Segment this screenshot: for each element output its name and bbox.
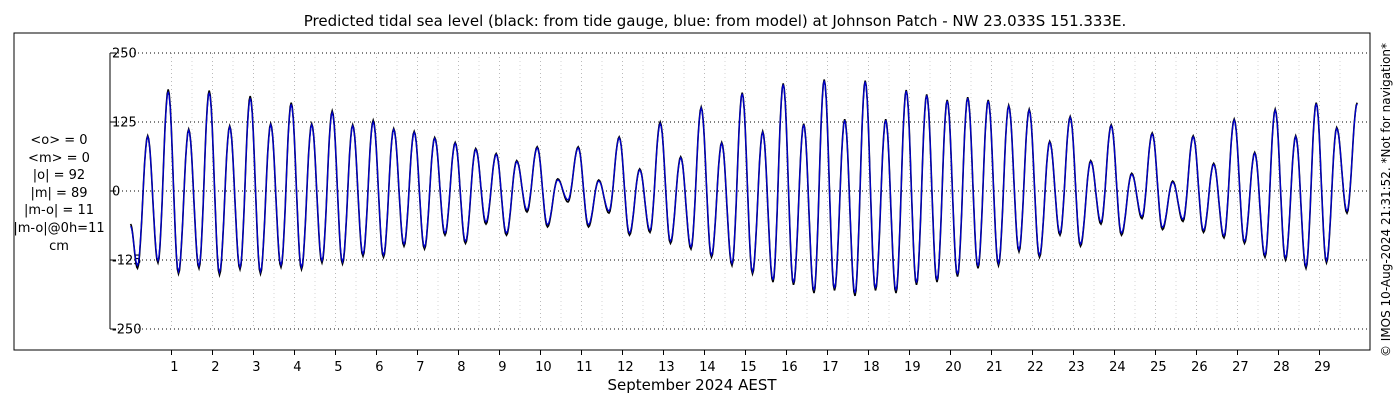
y-axis: 250 125 0 -125 -250 bbox=[109, 47, 142, 338]
chart-title: Predicted tidal sea level (black: from t… bbox=[304, 12, 1127, 30]
x-tick-label: 3 bbox=[252, 360, 260, 375]
stat-abs-diff: |m-o| = 11 bbox=[23, 203, 94, 219]
stat-unit: cm bbox=[49, 238, 69, 254]
copyright-note: © IMOS 10-Aug-2024 21:31:52. *Not for na… bbox=[1379, 43, 1393, 357]
y-tick-label: -125 bbox=[112, 254, 142, 269]
x-tick-label: 10 bbox=[535, 360, 552, 375]
x-axis-label: September 2024 AEST bbox=[607, 376, 777, 394]
x-tick-label: 7 bbox=[416, 360, 424, 375]
x-tick-label: 25 bbox=[1150, 360, 1167, 375]
stat-abs-diff-0h: |m-o|@0h=11 bbox=[13, 220, 105, 236]
x-axis: 1 2 3 4 5 6 7 8 9 10 11 12 13 14 15 16 17 18 19 20 21 22 23 24 2… bbox=[170, 350, 1331, 375]
y-tick-label: 125 bbox=[112, 116, 137, 131]
x-tick-label: 16 bbox=[781, 360, 798, 375]
x-tick-label: 14 bbox=[699, 360, 716, 375]
stat-abs-model: |m| = 89 bbox=[30, 185, 88, 201]
stat-abs-obs: |o| = 92 bbox=[32, 168, 86, 184]
x-tick-label: 20 bbox=[945, 360, 962, 375]
stat-mean-obs: <o> = 0 bbox=[30, 133, 88, 148]
y-tick-label: 0 bbox=[112, 185, 120, 200]
x-tick-label: 26 bbox=[1191, 360, 1208, 375]
x-tick-label: 28 bbox=[1273, 360, 1290, 375]
stats-panel: <o> = 0 <m> = 0 |o| = 92 |m| = 89 |m-o| … bbox=[8, 132, 110, 255]
x-tick-label: 8 bbox=[457, 360, 465, 375]
stat-mean-model: <m> = 0 bbox=[28, 150, 90, 166]
x-tick-label: 6 bbox=[375, 360, 383, 375]
y-tick-label: 250 bbox=[112, 47, 137, 62]
x-tick-label: 29 bbox=[1314, 360, 1331, 375]
x-tick-label: 11 bbox=[576, 360, 593, 375]
y-tick-label: -250 bbox=[112, 323, 142, 338]
grid bbox=[110, 52, 1370, 330]
series-line-model bbox=[129, 80, 1358, 294]
x-tick-label: 2 bbox=[211, 360, 219, 375]
x-tick-label: 15 bbox=[740, 360, 757, 375]
x-tick-label: 17 bbox=[822, 360, 839, 375]
x-tick-label: 18 bbox=[863, 360, 880, 375]
x-tick-label: 1 bbox=[170, 360, 178, 375]
x-tick-label: 4 bbox=[293, 360, 301, 375]
x-tick-label: 9 bbox=[498, 360, 506, 375]
x-tick-label: 5 bbox=[334, 360, 342, 375]
x-tick-label: 24 bbox=[1109, 360, 1126, 375]
x-tick-label: 19 bbox=[904, 360, 921, 375]
outer-frame bbox=[13, 32, 1371, 351]
x-tick-label: 27 bbox=[1232, 360, 1249, 375]
x-tick-label: 23 bbox=[1068, 360, 1085, 375]
x-tick-label: 21 bbox=[986, 360, 1003, 375]
x-tick-label: 22 bbox=[1027, 360, 1044, 375]
series-group bbox=[129, 79, 1358, 297]
x-tick-label: 12 bbox=[617, 360, 634, 375]
x-tick-label: 13 bbox=[658, 360, 675, 375]
